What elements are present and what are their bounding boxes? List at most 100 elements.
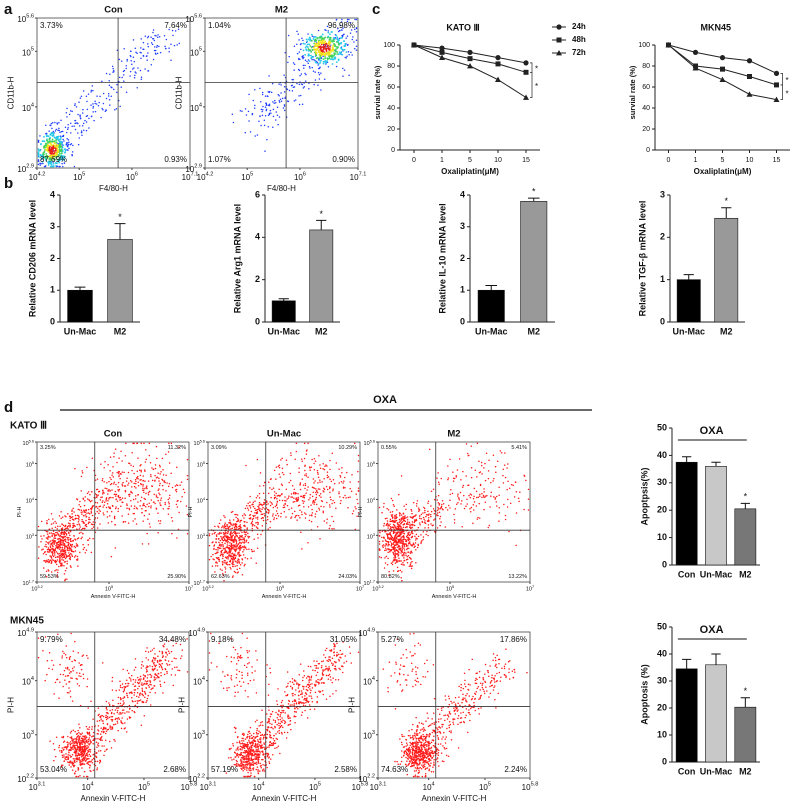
quadrant-label: 0.55% (381, 445, 397, 451)
event-dot (500, 452, 503, 454)
event-dot (46, 156, 49, 159)
event-dot (263, 513, 265, 515)
event-dot (295, 450, 298, 453)
event-dot (331, 31, 333, 33)
y-axis-label: PI-H (358, 506, 364, 517)
event-dot (85, 509, 88, 512)
event-dot (220, 535, 222, 538)
event-dot (438, 502, 441, 505)
quadrant-label: 3.25% (40, 445, 56, 451)
event-dot (151, 467, 153, 469)
event-dot (231, 527, 234, 529)
event-dot (340, 21, 343, 23)
tick-exponent: 5.6 (370, 440, 375, 444)
event-dot (62, 541, 64, 543)
event-dot (45, 543, 47, 546)
event-dot (147, 70, 149, 72)
event-dot (48, 130, 50, 132)
event-dot (395, 517, 397, 519)
event-dot (410, 510, 413, 512)
tick-exponent: 7 (532, 585, 534, 589)
event-dot (171, 520, 174, 522)
event-dot (68, 536, 70, 539)
event-dot (56, 147, 59, 150)
event-dot (90, 510, 93, 513)
event-dot (157, 489, 159, 491)
event-dot (312, 499, 315, 502)
event-dot (54, 526, 57, 528)
event-dot (354, 506, 356, 508)
event-dot (183, 491, 186, 494)
event-dot (402, 542, 404, 544)
event-dot (59, 131, 61, 134)
event-dot (441, 508, 444, 510)
event-dot (389, 532, 391, 535)
event-dot (77, 508, 79, 511)
event-dot (328, 41, 330, 44)
event-dot (317, 47, 319, 50)
event-dot (71, 543, 74, 546)
event-dot (57, 543, 60, 546)
event-dot (140, 78, 143, 81)
event-dot (84, 524, 87, 527)
event-dot (80, 756, 83, 758)
event-dot (378, 506, 381, 509)
data-point (411, 42, 417, 48)
event-dot (128, 495, 131, 497)
event-dot (299, 484, 301, 486)
event-dot (143, 442, 145, 445)
event-dot (353, 28, 356, 31)
event-dot (146, 55, 148, 57)
event-dot (61, 558, 63, 561)
event-dot (456, 495, 459, 497)
event-dot (52, 165, 55, 168)
event-dot (340, 480, 343, 483)
event-dot (135, 72, 137, 74)
event-dot (278, 116, 281, 118)
event-dot (65, 758, 67, 761)
event-dot (50, 132, 53, 134)
event-dot (46, 138, 48, 141)
event-dot (345, 497, 347, 499)
event-dot (81, 527, 84, 530)
event-dot (121, 497, 124, 499)
event-dot (142, 475, 144, 477)
event-dot (90, 115, 93, 118)
event-dot (233, 528, 236, 531)
event-dot (315, 40, 317, 42)
event-dot (260, 517, 263, 520)
event-dot (262, 519, 265, 522)
event-dot (87, 522, 90, 525)
event-dot (73, 511, 75, 513)
event-dot (221, 541, 223, 544)
event-dot (48, 140, 51, 143)
event-dot (46, 530, 49, 533)
event-dot (77, 768, 80, 770)
event-dot (437, 508, 440, 510)
event-dot (351, 54, 353, 56)
event-dot (355, 49, 358, 51)
event-dot (322, 39, 324, 42)
event-dot (73, 760, 76, 762)
event-dot (102, 490, 104, 492)
event-dot (46, 139, 48, 142)
event-dot (58, 548, 61, 550)
event-dot (316, 471, 319, 474)
event-dot (267, 512, 270, 514)
tick-exponent: 6 (135, 172, 138, 178)
event-dot (272, 513, 274, 515)
event-dot (250, 510, 253, 513)
event-dot (50, 162, 52, 165)
event-dot (247, 535, 249, 538)
event-dot (346, 18, 349, 21)
event-dot (506, 467, 508, 469)
event-dot (96, 517, 99, 519)
event-dot (469, 508, 471, 510)
event-dot (52, 518, 54, 520)
event-dot (334, 44, 337, 47)
event-dot (438, 511, 441, 514)
event-dot (151, 485, 153, 487)
event-dot (329, 524, 331, 527)
event-dot (288, 508, 290, 511)
event-dot (344, 494, 346, 497)
